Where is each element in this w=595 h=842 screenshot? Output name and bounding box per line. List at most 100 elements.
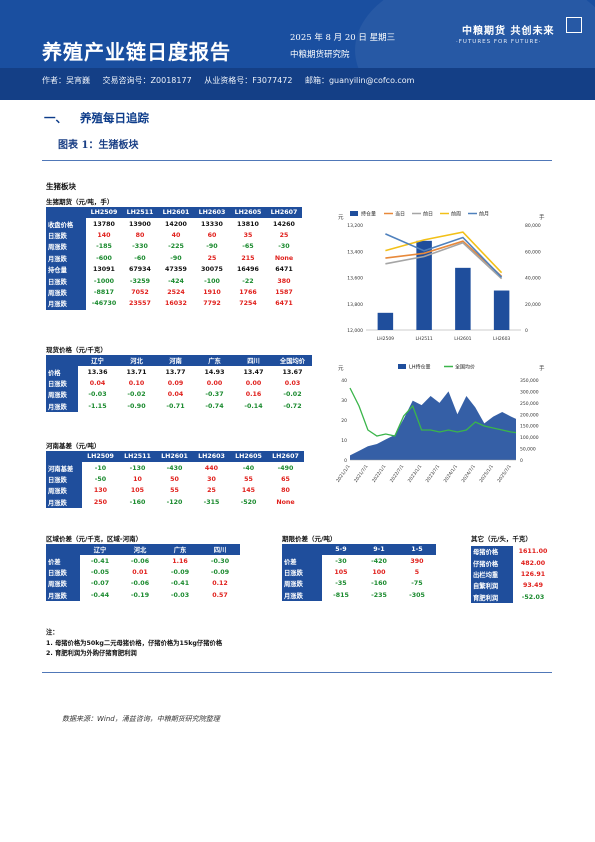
table-cell: 0.09 — [167, 379, 184, 387]
x-tick: LH2603 — [493, 336, 510, 342]
svg-text:前日: 前日 — [423, 211, 433, 218]
table-cell: 80 — [281, 487, 290, 495]
consult-number: 交易咨询号：Z0018177 — [102, 76, 192, 85]
table-cell: 1910 — [203, 288, 221, 296]
table-cell: 13.77 — [165, 368, 186, 376]
table-cell: 93.49 — [523, 582, 543, 590]
column-header: 9-1 — [360, 544, 398, 556]
row-label: 周涨跌 — [46, 389, 78, 401]
table-cell: None — [276, 498, 295, 506]
table-cell: -0.37 — [205, 391, 224, 399]
row-label: 价格 — [46, 366, 78, 378]
table-cell: -185 — [96, 243, 112, 251]
table-header-row: LH2509 LH2511 LH2601 LH2603 LH2605 LH2607 — [46, 451, 304, 463]
price-line — [385, 240, 503, 277]
table-cell: 23557 — [129, 300, 151, 308]
y-left-tick: 10 — [341, 438, 347, 444]
column-header: LH2509 — [82, 451, 119, 463]
legend-item: LH持仓量 — [398, 364, 431, 371]
table-row: 月涨跌 250 -160 -120 -315 -520 None — [46, 496, 304, 508]
table-cell: -0.72 — [283, 402, 302, 410]
legend-item: 持仓量 — [350, 211, 376, 218]
y-right-tick: 80,000 — [525, 223, 541, 229]
futures-price-oi-chart: 元 手 持仓量 当日 前日 前周 前月 13,200 80,000 13,400 60,000 13,… — [338, 211, 545, 343]
report-title: 养殖产业链日度报告 — [42, 40, 231, 64]
header-corner-cell — [46, 207, 86, 219]
spot-table: 辽宁 河北 河南 广东 四川 全国均价 价格 13.36 13.71 13.77 14.93 13.4… — [46, 355, 312, 412]
y-right-unit: 手 — [539, 213, 545, 221]
table-cell: 440 — [204, 464, 219, 472]
column-header: LH2511 — [122, 207, 158, 219]
row-label: 日涨跌 — [46, 275, 86, 287]
table-cell: 10 — [133, 475, 142, 483]
table-cell: 5 — [414, 568, 420, 576]
table-cell: 6471 — [275, 300, 293, 308]
y-right-tick: 350,000 — [520, 378, 539, 384]
table-header-row: 辽宁 河北 河南 广东 四川 全国均价 — [46, 355, 312, 367]
author-line: 作者：吴宵巍 交易咨询号：Z0018177 从业资格号：F3077472 邮箱：… — [42, 75, 424, 86]
table-cell: -0.41 — [170, 580, 190, 588]
other-table: 母猪价格 1611.00 仔猪价格 482.00 出栏均重 126.91 自繁利润 93.49… — [471, 546, 553, 603]
table-row: 周涨跌 -0.07 -0.06 -0.41 0.12 — [46, 578, 240, 590]
divider-bottom — [42, 672, 552, 673]
y-right-tick: 100,000 — [520, 435, 539, 441]
price-line — [385, 241, 503, 280]
table-cell: 105 — [334, 568, 348, 576]
table-cell: 1611.00 — [518, 548, 548, 556]
table-cell: -52.03 — [521, 593, 545, 601]
column-header: 辽宁 — [78, 355, 117, 367]
table-cell: -330 — [132, 243, 148, 251]
table-cell: 0.10 — [128, 379, 145, 387]
row-label: 仔猪价格 — [471, 557, 513, 569]
other-table-label: 其它（元/头，千克） — [471, 535, 532, 543]
table-row: 月涨跌 -600 -60 -90 25 215 None — [46, 252, 302, 264]
regional-table-label: 区域价差（元/千克，区域-河南） — [46, 535, 143, 543]
basis-table-label: 河南基差（元/吨） — [46, 442, 101, 450]
svg-text:前周: 前周 — [451, 211, 461, 218]
table-cell: 30 — [207, 475, 216, 483]
row-label: 周涨跌 — [46, 578, 80, 590]
column-header: 四川 — [234, 355, 273, 367]
table-cell: 55 — [170, 487, 179, 495]
table-cell: -8817 — [93, 288, 115, 296]
table-cell: -10 — [94, 464, 107, 472]
row-label: 日涨跌 — [46, 229, 86, 242]
y-left-tick: 30 — [341, 398, 347, 404]
table-cell: 7792 — [203, 300, 221, 308]
y-right-tick: 20,000 — [525, 302, 541, 308]
table-row: 周涨跌 -0.03 -0.02 0.04 -0.37 0.16 -0.02 — [46, 389, 312, 401]
y-right-tick: 60,000 — [525, 249, 541, 255]
header-corner-cell — [46, 544, 80, 556]
x-tick: 2023/7/1 — [425, 464, 442, 484]
price-line — [385, 231, 503, 274]
legend-item: 前周 — [440, 211, 461, 218]
table-row: 自繁利润 93.49 — [471, 580, 553, 592]
table-cell: 55 — [244, 475, 253, 483]
price-line — [385, 233, 503, 278]
table-cell: -65 — [242, 243, 254, 251]
table-cell: 2524 — [167, 288, 185, 296]
table-cell: -30 — [335, 557, 347, 565]
table-cell: -0.71 — [166, 402, 185, 410]
row-label: 周涨跌 — [282, 578, 322, 590]
table-cell: -120 — [166, 498, 183, 506]
y-left-tick: 0 — [344, 458, 347, 464]
svg-text:全国均价: 全国均价 — [455, 364, 475, 371]
table-cell: 14260 — [273, 220, 295, 228]
row-label: 月涨跌 — [282, 589, 322, 601]
table-cell: 30075 — [201, 266, 223, 274]
x-tick: LH2601 — [454, 336, 471, 342]
table-cell: 1766 — [239, 288, 257, 296]
svg-text:LH持仓量: LH持仓量 — [409, 364, 431, 371]
table-cell: -60 — [134, 254, 146, 262]
table-cell: 7052 — [131, 288, 149, 296]
table-row: 月涨跌 -1.15 -0.90 -0.71 -0.74 -0.14 -0.72 — [46, 400, 312, 412]
table-cell: 0.04 — [167, 391, 184, 399]
table-row: 价格 13.36 13.71 13.77 14.93 13.47 13.67 — [46, 366, 312, 378]
table-cell: 13.47 — [243, 368, 264, 376]
author: 作者：吴宵巍 — [42, 76, 90, 85]
table-cell: -235 — [371, 591, 387, 599]
table-cell: 25 — [207, 487, 216, 495]
table-row: 日涨跌 140 80 40 60 35 25 — [46, 229, 302, 242]
table-cell: 6471 — [275, 266, 293, 274]
